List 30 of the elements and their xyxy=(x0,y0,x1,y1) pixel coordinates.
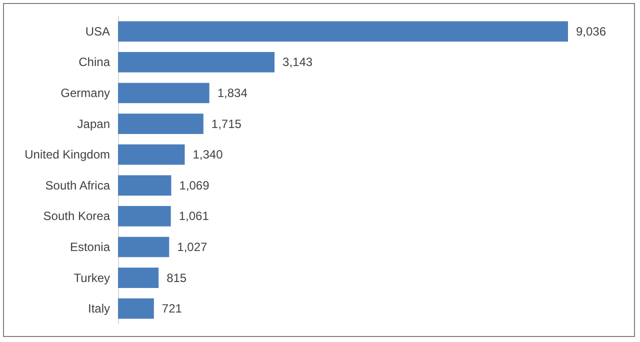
bar xyxy=(118,82,210,104)
bar xyxy=(118,298,154,319)
data-label: 1,061 xyxy=(178,209,210,224)
data-label: 9,036 xyxy=(576,24,606,38)
data-label: 1,715 xyxy=(211,116,242,131)
y-tick-label: South Africa xyxy=(45,178,110,192)
bar xyxy=(118,206,171,226)
y-tick-label: United Kingdom xyxy=(24,148,110,162)
data-label: 815 xyxy=(166,270,187,285)
bar xyxy=(118,236,170,258)
bar xyxy=(118,114,204,134)
data-label: 1,340 xyxy=(192,148,224,162)
y-tick-label: Japan xyxy=(77,116,110,131)
y-tick-label: Turkey xyxy=(74,270,110,285)
bar xyxy=(118,175,172,196)
data-label: 1,027 xyxy=(177,240,208,254)
bar xyxy=(118,268,159,288)
y-tick-label: South Korea xyxy=(43,209,110,224)
bar xyxy=(118,144,185,165)
bar xyxy=(118,52,275,72)
y-tick-label: Estonia xyxy=(70,240,110,254)
data-label: 1,069 xyxy=(179,178,210,192)
y-tick-label: Germany xyxy=(60,86,110,100)
y-tick-label: China xyxy=(78,55,110,70)
bar xyxy=(118,21,568,42)
y-tick-label: Italy xyxy=(88,302,110,316)
data-label: 1,834 xyxy=(217,86,248,100)
data-label: 721 xyxy=(162,302,182,316)
data-label: 3,143 xyxy=(282,55,313,70)
y-tick-label: USA xyxy=(85,24,110,38)
